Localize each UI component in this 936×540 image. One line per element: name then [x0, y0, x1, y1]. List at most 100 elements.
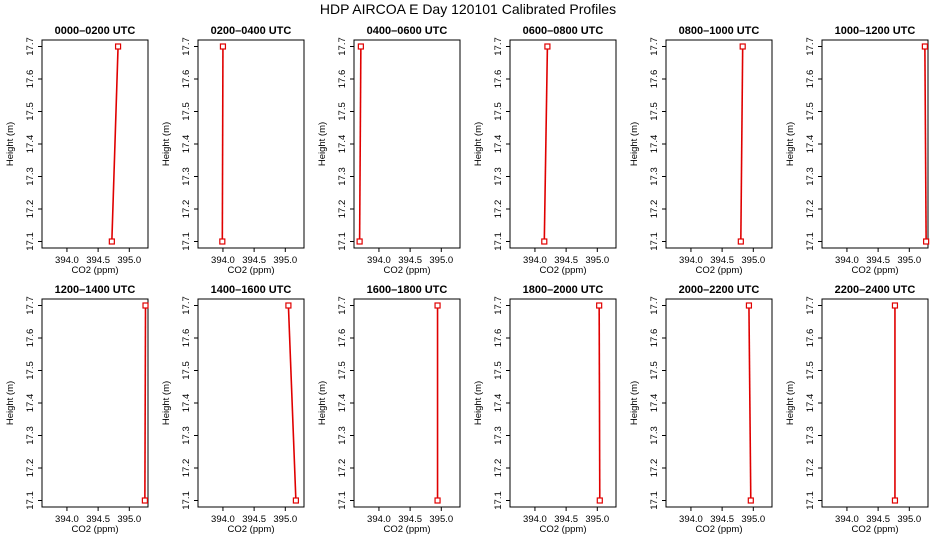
y-tick-label: 17.4 [649, 394, 660, 413]
x-tick-label: 394.0 [367, 255, 391, 266]
y-tick-label: 17.1 [493, 232, 504, 251]
x-tick-label: 395.0 [429, 514, 453, 525]
y-tick-label: 17.1 [805, 232, 816, 251]
profile-point [921, 43, 928, 50]
y-tick-label: 17.5 [181, 361, 192, 380]
panel-3: 0400–0600 UTC 394.0 394.5 395.0 17.1 17.2 17.3… [317, 25, 461, 276]
profile-point [434, 497, 441, 504]
x-axis-label: CO2 (ppm) [852, 265, 899, 276]
x-tick-label: 395.0 [117, 514, 141, 525]
y-tick-label: 17.1 [25, 491, 36, 510]
y-axis-label: Height (m) [161, 122, 172, 166]
profile-point [108, 238, 115, 245]
y-tick-label: 17.7 [493, 296, 504, 315]
y-tick-label: 17.7 [337, 296, 348, 315]
x-tick-label: 394.5 [554, 255, 578, 266]
y-tick-label: 17.7 [493, 37, 504, 56]
y-tick-label: 17.1 [25, 232, 36, 251]
profile-point [923, 238, 930, 245]
y-tick-label: 17.6 [181, 70, 192, 89]
y-tick-label: 17.4 [25, 135, 36, 154]
panel-title: 2000–2200 UTC [679, 284, 760, 296]
y-axis-label: Height (m) [629, 381, 640, 425]
panel-title: 1800–2000 UTC [523, 284, 604, 296]
y-axis-label: Height (m) [473, 381, 484, 425]
plot-frame [821, 298, 929, 508]
x-tick-label: 394.5 [242, 255, 266, 266]
x-axis-label: CO2 (ppm) [696, 524, 743, 535]
y-tick-label: 17.3 [337, 167, 348, 186]
y-tick-label: 17.1 [649, 232, 660, 251]
y-axis-label: Height (m) [629, 122, 640, 166]
x-axis-label: CO2 (ppm) [852, 524, 899, 535]
panel-title: 0400–0600 UTC [367, 25, 448, 37]
x-tick-label: 394.5 [242, 514, 266, 525]
y-axis-label: Height (m) [161, 381, 172, 425]
x-tick-label: 394.0 [211, 514, 235, 525]
profile-line [358, 46, 362, 242]
x-tick-label: 395.0 [897, 514, 921, 525]
x-tick-label: 395.0 [897, 255, 921, 266]
y-axis-label: Height (m) [785, 122, 796, 166]
x-tick-label: 394.5 [710, 255, 734, 266]
x-axis-label: CO2 (ppm) [384, 524, 431, 535]
y-tick-label: 17.3 [25, 426, 36, 445]
x-axis-label: CO2 (ppm) [228, 265, 275, 276]
y-tick-label: 17.3 [649, 426, 660, 445]
profile-line [543, 46, 549, 242]
x-tick-label: 394.0 [367, 514, 391, 525]
profile-point [745, 302, 753, 309]
profile-point [541, 238, 548, 245]
y-tick-label: 17.4 [493, 135, 504, 154]
panel-title: 0800–1000 UTC [679, 25, 760, 37]
y-tick-label: 17.1 [337, 232, 348, 251]
plot-frame [197, 39, 305, 249]
y-tick-label: 17.1 [337, 491, 348, 510]
x-tick-label: 395.0 [117, 255, 141, 266]
y-tick-label: 17.4 [181, 394, 192, 413]
y-tick-label: 17.2 [25, 459, 36, 478]
profile-line [924, 46, 927, 242]
profile-line [598, 305, 601, 501]
y-tick-label: 17.4 [181, 135, 192, 154]
x-tick-label: 395.0 [429, 255, 453, 266]
y-tick-label: 17.7 [25, 37, 36, 56]
x-tick-label: 394.0 [679, 255, 703, 266]
y-tick-label: 17.3 [649, 167, 660, 186]
x-axis-label: CO2 (ppm) [540, 265, 587, 276]
x-axis-label: CO2 (ppm) [540, 524, 587, 535]
x-tick-label: 394.5 [398, 255, 422, 266]
y-tick-label: 17.2 [337, 459, 348, 478]
y-tick-label: 17.5 [805, 361, 816, 380]
x-tick-label: 394.0 [523, 514, 547, 525]
profile-line [111, 46, 119, 242]
profile-line [221, 46, 224, 242]
y-tick-label: 17.7 [805, 37, 816, 56]
profile-point [114, 43, 122, 50]
y-axis-label: Height (m) [317, 122, 328, 166]
panel-1: 0000–0200 UTC 394.0 394.5 395.0 17.1 17.2 17.3… [5, 25, 149, 276]
plot-frame [41, 39, 149, 249]
x-tick-label: 394.0 [679, 514, 703, 525]
x-axis-label: CO2 (ppm) [72, 265, 119, 276]
y-tick-label: 17.4 [805, 135, 816, 154]
profile-line [748, 305, 752, 501]
profile-point [596, 302, 603, 309]
y-tick-label: 17.3 [493, 426, 504, 445]
y-tick-label: 17.4 [805, 394, 816, 413]
x-tick-label: 394.5 [554, 514, 578, 525]
profile-point [356, 238, 363, 245]
y-tick-label: 17.2 [25, 200, 36, 219]
y-tick-label: 17.3 [805, 167, 816, 186]
y-tick-label: 17.6 [337, 70, 348, 89]
panel-title: 1400–1600 UTC [211, 284, 292, 296]
panel-title: 0000–0200 UTC [55, 25, 136, 37]
plot-frame [41, 298, 149, 508]
y-tick-label: 17.5 [181, 102, 192, 121]
x-axis-label: CO2 (ppm) [72, 524, 119, 535]
profile-point [142, 302, 149, 309]
y-tick-label: 17.7 [181, 37, 192, 56]
x-tick-label: 394.5 [866, 255, 890, 266]
